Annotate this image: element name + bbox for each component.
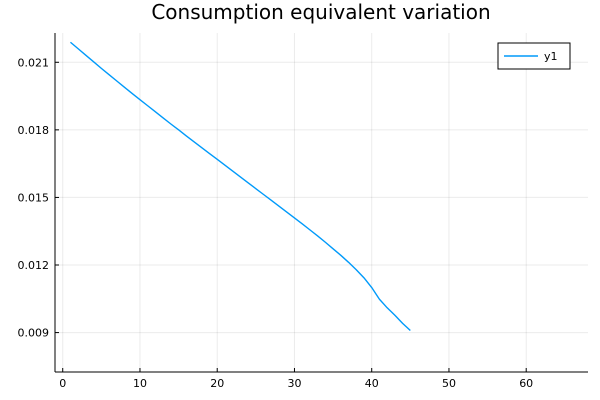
chart-title: Consumption equivalent variation xyxy=(151,0,490,24)
series-layer xyxy=(69,41,411,332)
y-tick-label: 0.012 xyxy=(18,259,50,272)
x-tick-label: 60 xyxy=(519,377,533,390)
y-tick-label: 0.018 xyxy=(18,124,50,137)
tick-labels: 0 10 20 30 40 50 60 0.009 0.012 0.015 0.018 0.021 xyxy=(18,56,534,390)
axes xyxy=(54,33,588,373)
grid xyxy=(55,33,588,372)
legend: y1 xyxy=(497,42,571,70)
x-tick-label: 20 xyxy=(210,377,224,390)
x-tick-label: 0 xyxy=(59,377,66,390)
x-tick-label: 40 xyxy=(365,377,379,390)
x-tick-label: 10 xyxy=(133,377,147,390)
y-tick-label: 0.021 xyxy=(18,56,50,69)
y-tick-label: 0.009 xyxy=(18,327,50,340)
legend-label-y1: y1 xyxy=(544,50,558,63)
series-line-y1 xyxy=(69,41,411,332)
y-tick-label: 0.015 xyxy=(18,191,50,204)
x-tick-label: 30 xyxy=(287,377,301,390)
x-tick-label: 50 xyxy=(442,377,456,390)
